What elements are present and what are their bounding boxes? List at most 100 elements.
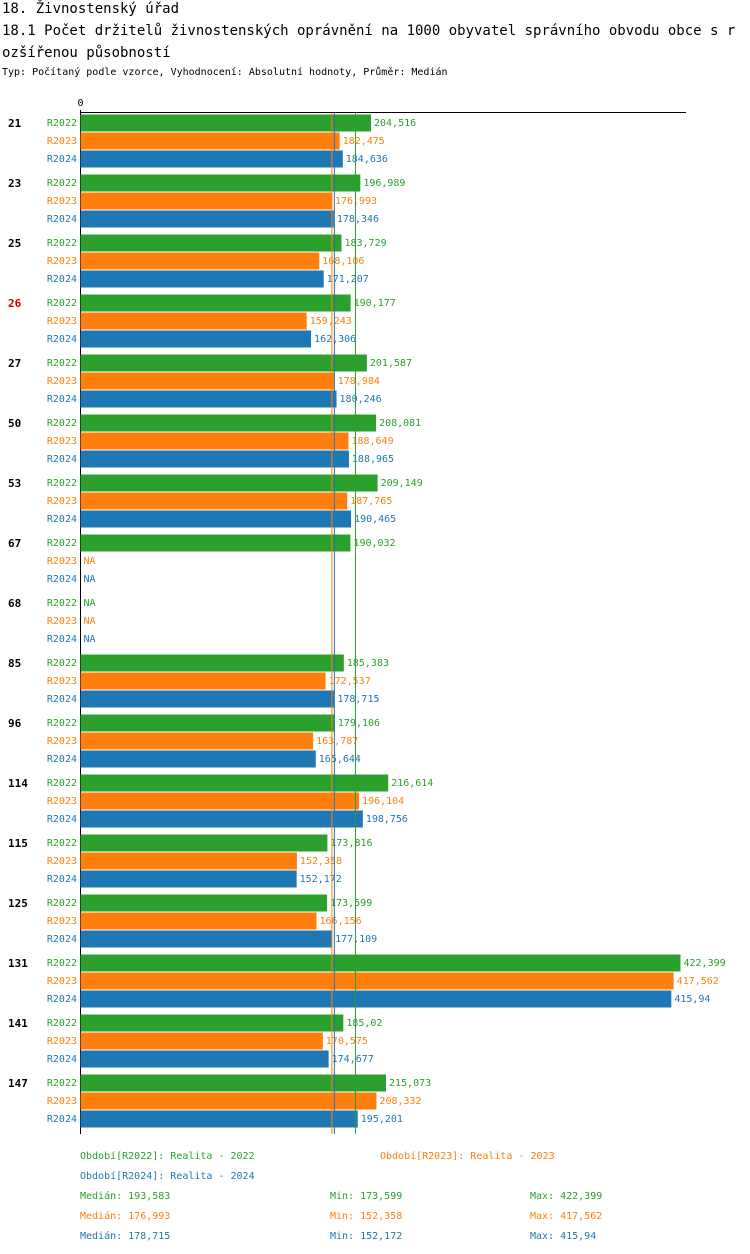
bar: [80, 912, 317, 930]
bar: [80, 1092, 377, 1110]
series-label: R2022: [47, 238, 77, 249]
data-label: 422,399: [684, 958, 726, 969]
bar: [80, 450, 349, 468]
data-label: 178,715: [337, 694, 379, 705]
data-label: 182,475: [343, 136, 385, 147]
category-label: 25: [8, 237, 21, 250]
data-label: 168,106: [322, 256, 364, 267]
bar: [80, 852, 297, 870]
category-label: 53: [8, 477, 21, 490]
bar: [80, 210, 334, 228]
bar: [80, 1110, 358, 1128]
series-label: R2023: [47, 676, 77, 687]
category-label: 67: [8, 537, 21, 550]
bar: [80, 132, 340, 150]
legend-period-2022: Období[R2022]: Realita - 2022: [80, 1151, 255, 1162]
bar: [80, 714, 335, 732]
bar: [80, 414, 377, 432]
x-axis-zero-label: 0: [77, 98, 83, 109]
data-label: 208,081: [379, 418, 421, 429]
series-label: R2023: [47, 496, 77, 507]
series-label: R2024: [47, 1114, 77, 1125]
data-label: 196,989: [363, 178, 405, 189]
stat-median-2022: Medián: 193,583: [80, 1191, 171, 1202]
data-label: 165,644: [319, 754, 361, 765]
category-label: 125: [8, 897, 28, 910]
category-label: 115: [8, 837, 28, 850]
data-label: 204,516: [374, 118, 416, 129]
series-label: R2022: [47, 718, 77, 729]
series-label: R2022: [47, 838, 77, 849]
legend-period-2024: Období[R2024]: Realita - 2024: [80, 1171, 255, 1182]
data-label: 172,537: [329, 676, 371, 687]
category-label: 141: [8, 1017, 28, 1030]
series-label: R2024: [47, 214, 77, 225]
bar: [80, 792, 360, 810]
series-label: R2022: [47, 778, 77, 789]
series-label: R2023: [47, 856, 77, 867]
series-label: R2023: [47, 376, 77, 387]
bar: [80, 810, 363, 828]
data-label: 196,104: [362, 796, 404, 807]
series-label: R2024: [47, 934, 77, 945]
stat-min-2023: Min: 152,358: [330, 1211, 403, 1222]
bar: [80, 654, 344, 672]
series-label: R2023: [47, 256, 77, 267]
data-label: 417,562: [677, 976, 719, 987]
series-label: R2022: [47, 658, 77, 669]
bar: [80, 930, 333, 948]
series-label: R2022: [47, 358, 77, 369]
series-label: R2022: [47, 898, 77, 909]
data-label: 208,332: [379, 1096, 421, 1107]
bar: [80, 954, 681, 972]
data-label: 185,383: [347, 658, 389, 669]
bar: [80, 270, 324, 288]
bar: [80, 492, 348, 510]
data-label: 152,172: [300, 874, 342, 885]
bar: [80, 432, 349, 450]
data-label: 163,787: [316, 736, 358, 747]
data-label: 170,575: [326, 1036, 368, 1047]
series-label: R2022: [47, 298, 77, 309]
data-label: 174,677: [332, 1054, 374, 1065]
series-label: R2022: [47, 598, 77, 609]
bar: [80, 474, 378, 492]
stat-min-2024: Min: 152,172: [330, 1231, 403, 1242]
series-label: R2023: [47, 916, 77, 927]
data-label: 178,984: [338, 376, 380, 387]
bar: [80, 390, 337, 408]
series-label: R2023: [47, 1096, 77, 1107]
series-label: R2023: [47, 976, 77, 987]
series-label: R2024: [47, 874, 77, 885]
series-label: R2024: [47, 1054, 77, 1065]
category-label: 23: [8, 177, 21, 190]
bar: [80, 750, 316, 768]
category-label: 85: [8, 657, 21, 670]
data-label: 178,346: [337, 214, 379, 225]
stat-max-2022: Max: 422,399: [530, 1191, 603, 1202]
legend: Období[R2022]: Realita - 2022 Období[R20…: [0, 1146, 750, 1254]
series-label: R2024: [47, 574, 77, 585]
series-label: R2022: [47, 418, 77, 429]
data-label: 188,649: [351, 436, 393, 447]
data-label: 162,306: [314, 334, 356, 345]
bar: [80, 534, 351, 552]
data-label: NA: [84, 598, 96, 609]
data-label: 215,073: [389, 1078, 431, 1089]
series-label: R2023: [47, 436, 77, 447]
bar: [80, 174, 361, 192]
data-label: 184,636: [346, 154, 388, 165]
bar: [80, 192, 332, 210]
data-label: NA: [84, 634, 96, 645]
data-label: 179,106: [338, 718, 380, 729]
stat-max-2023: Max: 417,562: [530, 1211, 603, 1222]
data-label: 173,599: [330, 898, 372, 909]
series-label: R2023: [47, 736, 77, 747]
data-label: NA: [84, 574, 96, 585]
data-label: 152,358: [300, 856, 342, 867]
data-label: 198,756: [366, 814, 408, 825]
bar: [80, 354, 367, 372]
data-label: 415,94: [674, 994, 710, 1005]
category-label: 147: [8, 1077, 28, 1090]
series-label: R2024: [47, 754, 77, 765]
